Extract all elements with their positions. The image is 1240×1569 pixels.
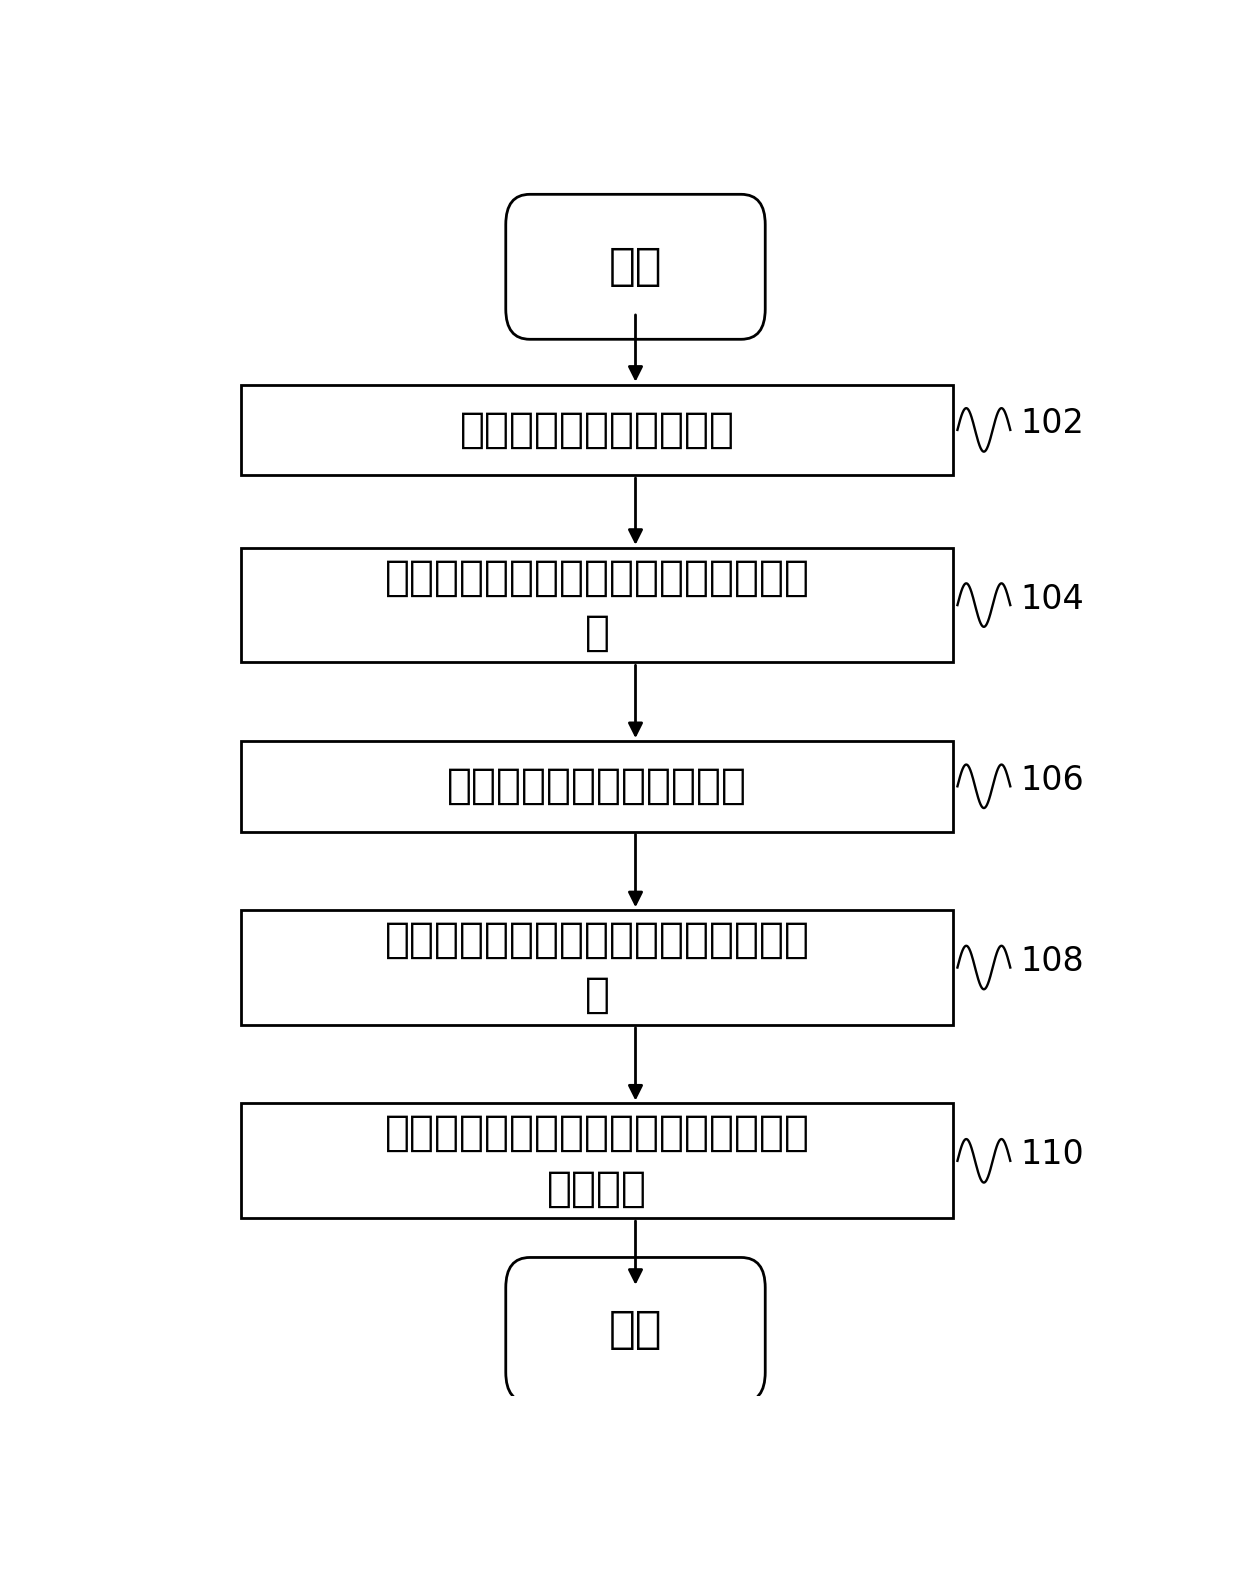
Text: 108: 108	[1019, 945, 1084, 977]
Text: 110: 110	[1019, 1138, 1084, 1172]
Text: 106: 106	[1019, 764, 1084, 797]
Text: 对印刷线路板进行字符印刷、后烘烤、
表面处理: 对印刷线路板进行字符印刷、后烘烤、 表面处理	[384, 1112, 810, 1210]
Text: 对印刷线路板的防焊非塞孔进行开孔处
理: 对印刷线路板的防焊非塞孔进行开孔处 理	[384, 919, 810, 1017]
Text: 开始: 开始	[609, 245, 662, 289]
Bar	[242, 910, 952, 1025]
Bar	[242, 384, 952, 475]
Text: 104: 104	[1019, 582, 1084, 615]
Bar	[242, 741, 952, 832]
Text: 对印刷线路板进行前处理: 对印刷线路板进行前处理	[460, 410, 734, 450]
Text: 结束: 结束	[609, 1309, 662, 1351]
FancyBboxPatch shape	[506, 195, 765, 339]
Bar	[242, 548, 952, 662]
Text: 102: 102	[1019, 408, 1084, 441]
Text: 对印刷线路板的防焊非塞孔进行封孔处
理: 对印刷线路板的防焊非塞孔进行封孔处 理	[384, 557, 810, 654]
Bar	[242, 1103, 952, 1218]
FancyBboxPatch shape	[506, 1257, 765, 1403]
Text: 对印刷线路板进行防焊处理: 对印刷线路板进行防焊处理	[448, 766, 746, 808]
